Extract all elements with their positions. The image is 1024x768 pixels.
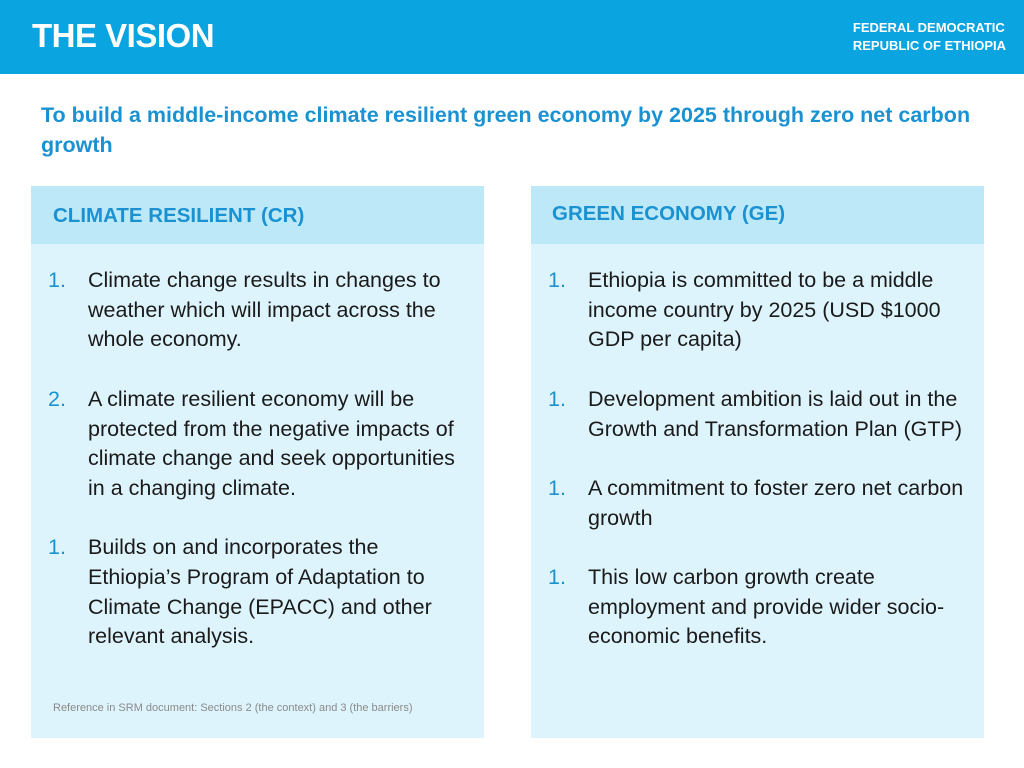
- item-list: 1. Climate change results in changes to …: [31, 266, 484, 682]
- green-economy-panel: GREEN ECONOMY (GE) 1. Ethiopia is commit…: [531, 186, 984, 738]
- vision-statement: To build a middle-income climate resilie…: [41, 103, 971, 157]
- item-text: Ethiopia is committed to be a middle inc…: [588, 268, 941, 352]
- item-number: 1.: [548, 268, 566, 292]
- page-title: THE VISION: [32, 17, 215, 54]
- list-item: 1. Builds on and incorporates the Ethiop…: [31, 533, 484, 652]
- reference-note: Reference in SRM document: Sections 2 (t…: [53, 702, 413, 714]
- list-item: 1. Ethiopia is committed to be a middle …: [531, 266, 984, 355]
- org-line-2: REPUBLIC OF ETHIOPIA: [852, 38, 1006, 53]
- list-item: 1. Development ambition is laid out in t…: [531, 385, 984, 444]
- panel-title: GREEN ECONOMY (GE): [552, 202, 786, 225]
- list-item: 1. A commitment to foster zero net carbo…: [531, 474, 984, 533]
- item-number: 1.: [48, 268, 66, 292]
- panel-title: CLIMATE RESILIENT (CR): [53, 204, 305, 227]
- panel-header: GREEN ECONOMY (GE): [531, 186, 984, 244]
- item-number: 2.: [48, 386, 66, 411]
- item-number: 1.: [548, 564, 566, 589]
- item-text: A commitment to foster zero net carbon g…: [588, 475, 964, 530]
- list-item: 2. A climate resilient economy will be p…: [31, 385, 484, 504]
- item-number: 1.: [548, 386, 566, 411]
- item-text: Climate change results in changes to wea…: [88, 268, 441, 352]
- item-list: 1. Ethiopia is committed to be a middle …: [531, 266, 984, 682]
- list-item: 1. Climate change results in changes to …: [31, 266, 484, 355]
- org-line-1: FEDERAL DEMOCRATIC: [852, 20, 1005, 35]
- list-item: 1. This low carbon growth create employm…: [531, 563, 984, 652]
- organization-name: FEDERAL DEMOCRATIC REPUBLIC OF ETHIOPIA: [853, 19, 1006, 55]
- climate-resilient-panel: CLIMATE RESILIENT (CR) 1. Climate change…: [31, 186, 484, 738]
- item-text: Builds on and incorporates the Ethiopia’…: [88, 535, 432, 649]
- header-bar: THE VISION FEDERAL DEMOCRATIC REPUBLIC O…: [0, 0, 1024, 74]
- panel-header: CLIMATE RESILIENT (CR): [31, 186, 484, 244]
- item-text: This low carbon growth create employment…: [588, 564, 945, 649]
- item-text: Development ambition is laid out in the …: [588, 386, 963, 441]
- item-number: 1.: [548, 475, 566, 500]
- item-number: 1.: [48, 535, 66, 560]
- item-text: A climate resilient economy will be prot…: [88, 386, 455, 500]
